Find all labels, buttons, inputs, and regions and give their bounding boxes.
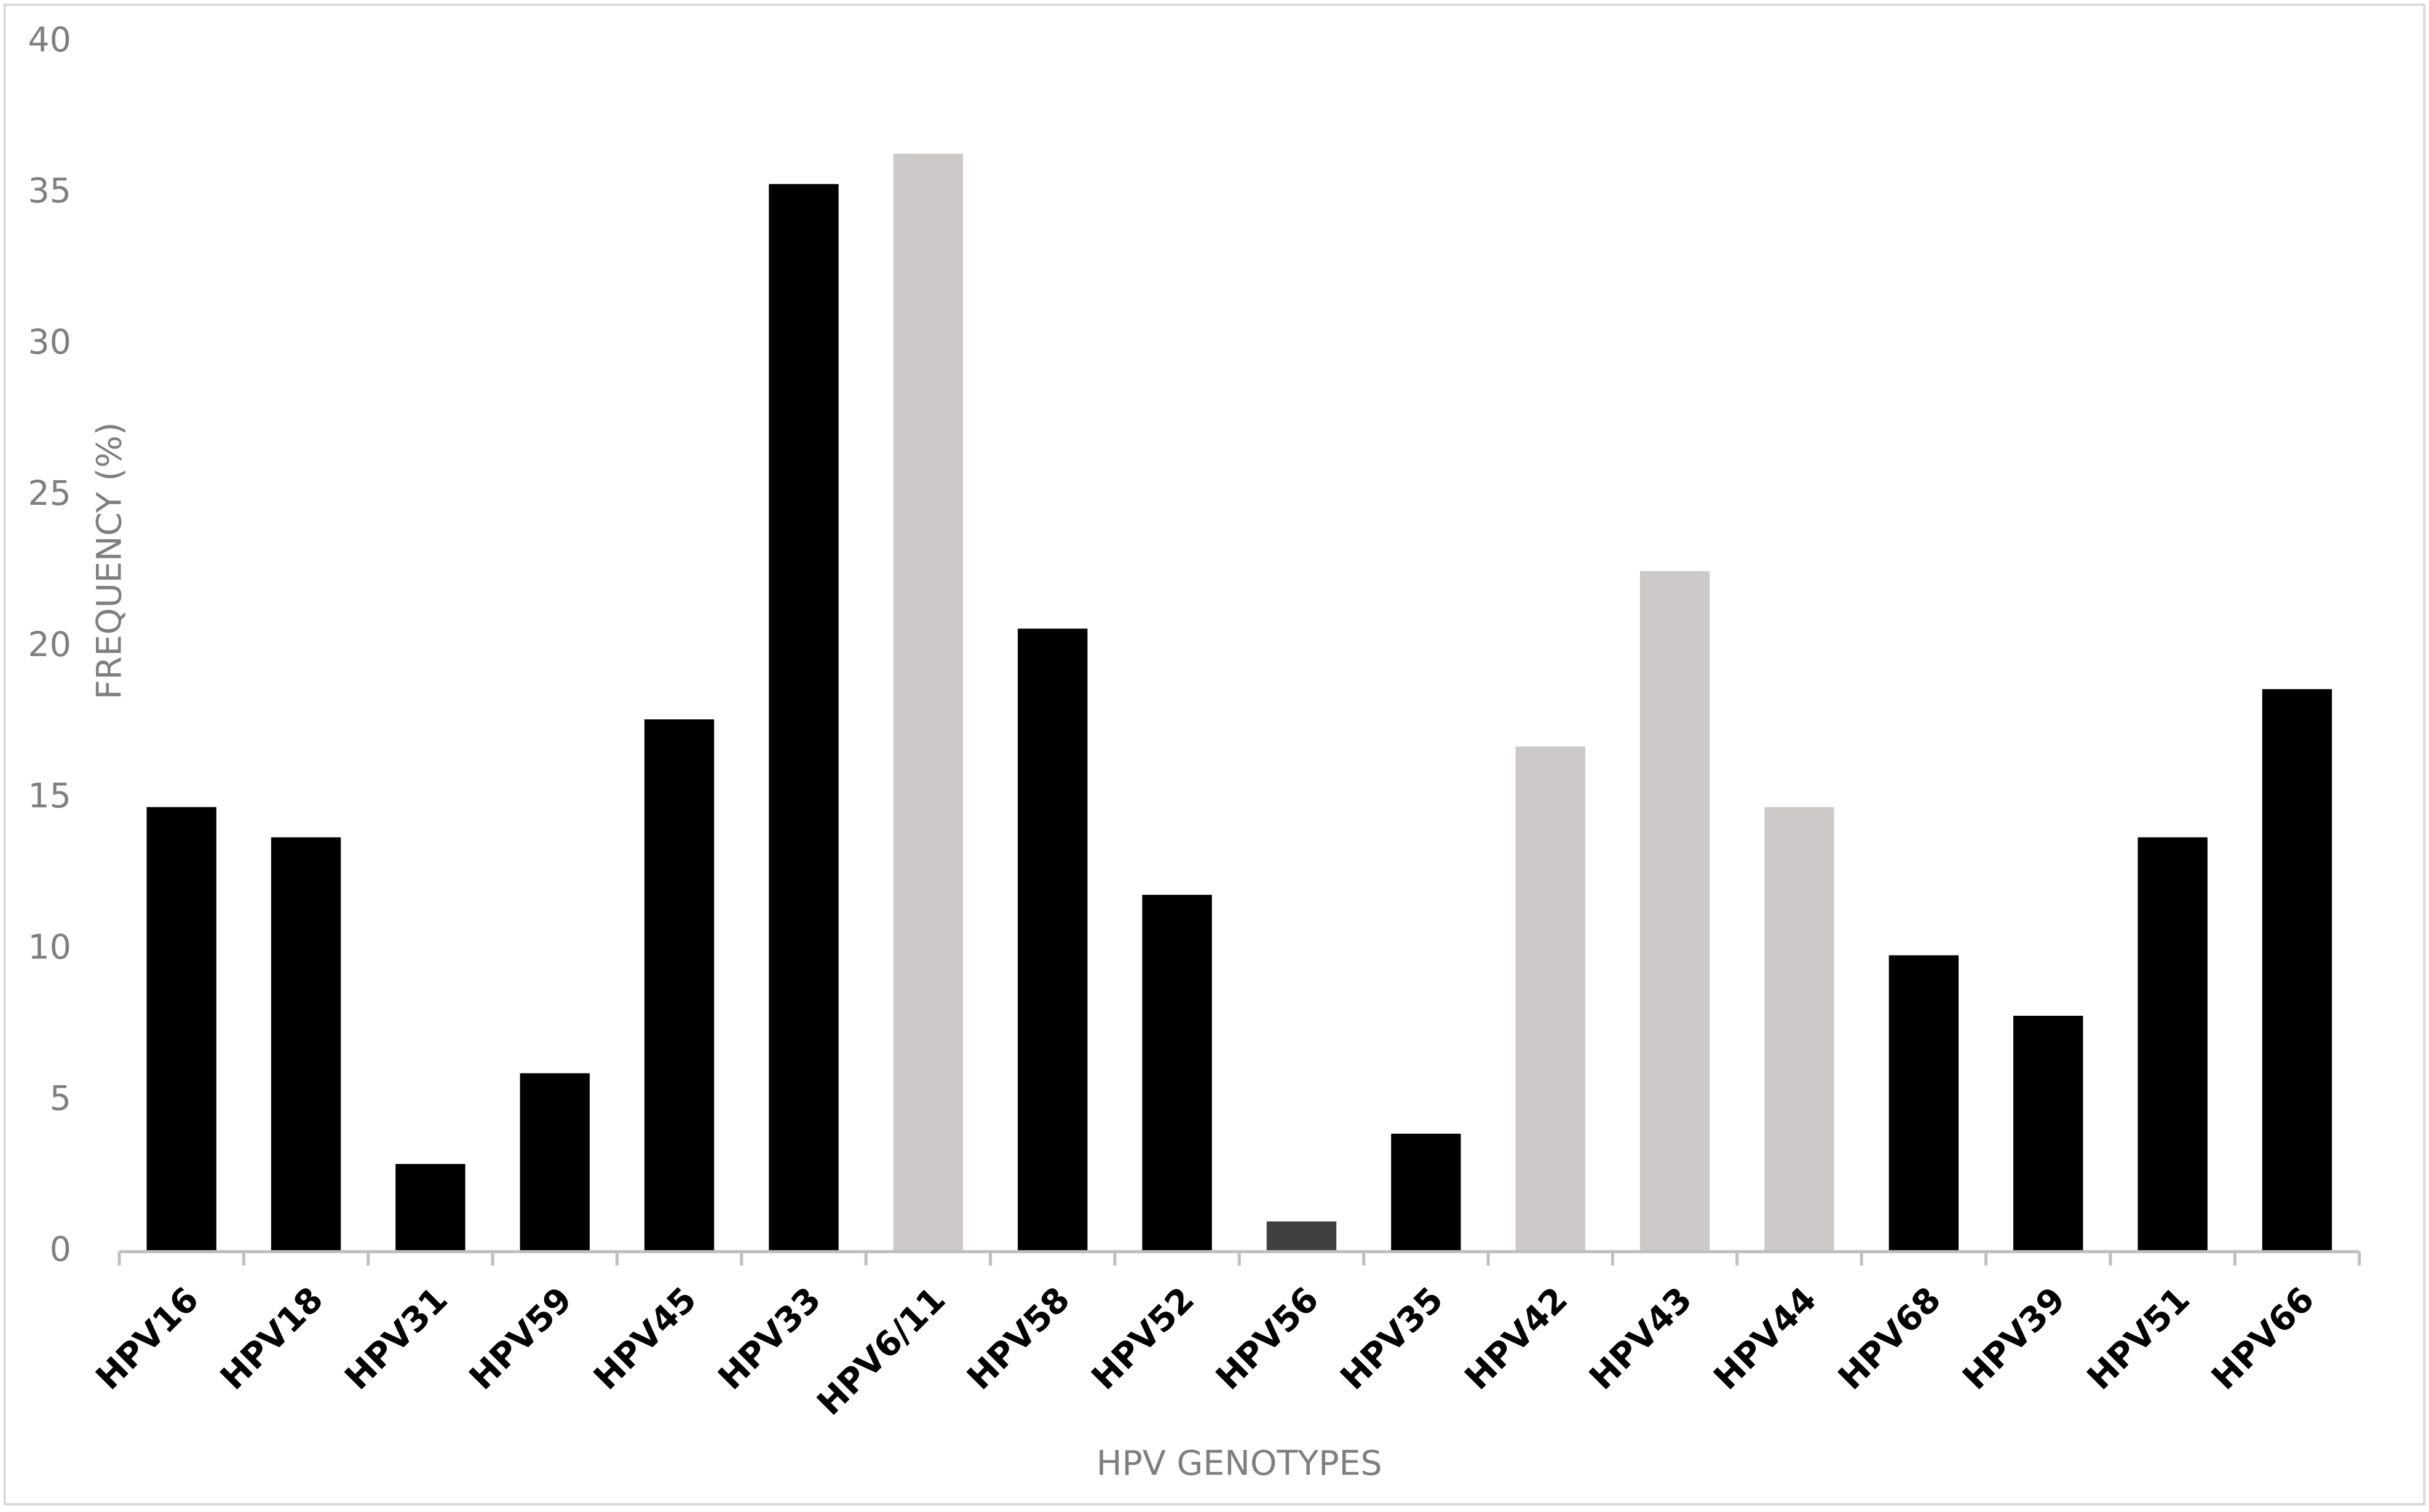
bar xyxy=(520,1073,590,1252)
y-tick-label: 30 xyxy=(28,323,71,362)
chart-frame xyxy=(3,3,2426,1506)
bar xyxy=(1391,1133,1461,1252)
y-tick-label: 40 xyxy=(28,20,71,60)
y-tick-label: 25 xyxy=(28,474,71,513)
bar xyxy=(1142,895,1212,1252)
y-tick-label: 20 xyxy=(28,625,71,665)
bar xyxy=(1639,571,1710,1252)
y-tick-label: 15 xyxy=(28,777,71,816)
bar xyxy=(1764,807,1834,1252)
y-axis-title: FREQUENCY (%) xyxy=(90,422,130,700)
bar xyxy=(1888,955,1959,1252)
y-tick-label: 5 xyxy=(50,1079,71,1118)
bar xyxy=(146,807,216,1252)
bar xyxy=(395,1163,466,1252)
y-tick-label: 35 xyxy=(28,172,71,211)
bar xyxy=(1515,746,1585,1252)
bar xyxy=(2013,1015,2083,1252)
y-tick-label: 10 xyxy=(28,928,71,967)
bar xyxy=(644,719,715,1252)
bar xyxy=(1018,628,1088,1252)
bar xyxy=(1266,1221,1337,1252)
y-tick-label: 0 xyxy=(50,1230,71,1270)
bar xyxy=(271,837,341,1252)
bar xyxy=(2138,837,2208,1252)
bar xyxy=(2262,689,2332,1252)
bar xyxy=(769,184,839,1252)
x-axis-title: HPV GENOTYPES xyxy=(1096,1444,1382,1483)
bar xyxy=(893,154,964,1252)
